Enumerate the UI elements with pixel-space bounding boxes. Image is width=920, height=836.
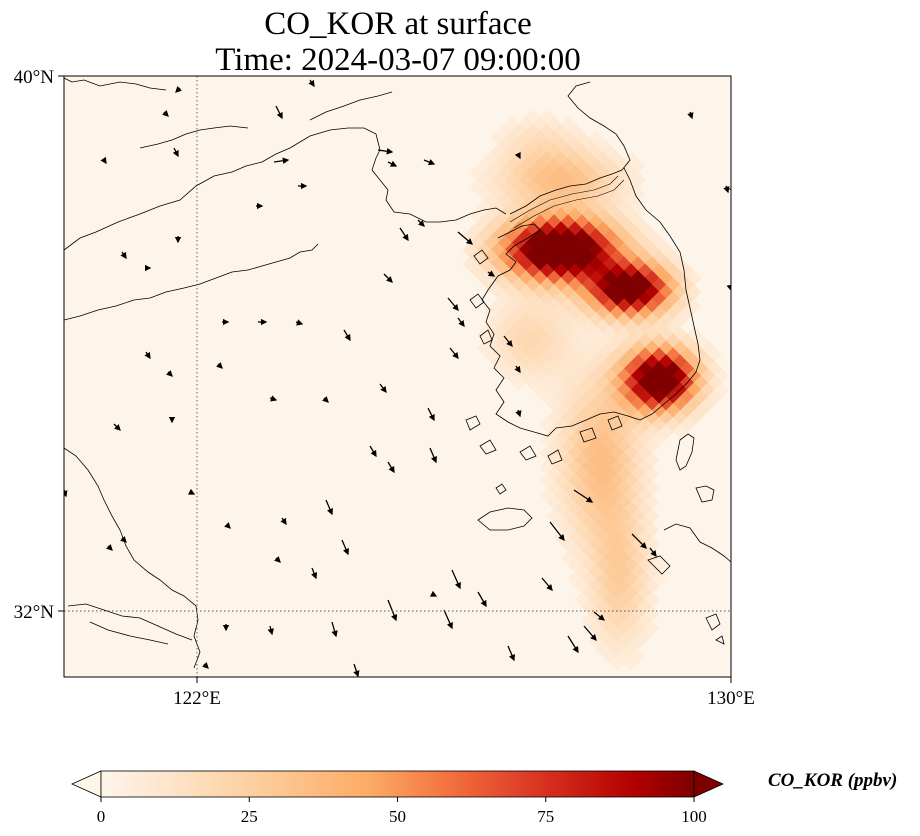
wind-arrow xyxy=(100,156,107,165)
wind-vectors xyxy=(64,79,731,677)
wind-arrow xyxy=(417,219,425,227)
wind-arrow xyxy=(120,536,127,543)
wind-arrow xyxy=(477,591,487,608)
wind-arrow xyxy=(687,111,694,120)
wind-arrow xyxy=(273,157,290,164)
wind-arrow xyxy=(120,251,127,260)
colorbar-extend-high xyxy=(693,770,724,798)
colorbar-tick-label: 50 xyxy=(389,807,406,826)
wind-arrow xyxy=(449,347,459,360)
wind-arrow xyxy=(353,663,360,677)
wind-arrow xyxy=(447,297,459,311)
plume-cell xyxy=(623,655,639,671)
wind-arrow xyxy=(311,567,318,580)
wind-arrow xyxy=(308,79,315,88)
plume-cell xyxy=(539,109,555,125)
wind-arrow xyxy=(162,110,169,117)
wind-arrow xyxy=(322,396,329,403)
wind-arrow xyxy=(295,319,304,326)
wind-arrow xyxy=(427,407,435,422)
wind-arrow xyxy=(202,662,209,669)
colorbar-title: CO_KOR (ppbv) xyxy=(768,770,898,791)
wind-arrow xyxy=(113,423,121,431)
wind-arrow xyxy=(429,590,438,597)
colorbar: 0 25 50 75 100 xyxy=(71,770,724,826)
wind-arrow xyxy=(583,625,597,641)
wind-arrow xyxy=(515,409,522,418)
wind-arrow xyxy=(387,160,398,167)
map-title: CO_KOR at surface xyxy=(264,6,532,42)
wind-arrow xyxy=(343,329,351,342)
wind-arrow xyxy=(269,395,278,402)
wind-arrow xyxy=(383,273,393,283)
wind-arrow xyxy=(331,621,338,638)
wind-arrow xyxy=(379,383,387,394)
colorbar-gradient xyxy=(100,770,695,798)
wind-arrow xyxy=(573,489,594,503)
wind-arrow xyxy=(503,335,513,348)
wind-arrow xyxy=(274,556,281,563)
wind-arrow xyxy=(106,544,113,551)
wind-arrow xyxy=(280,517,287,526)
wind-arrow xyxy=(175,86,182,93)
plume-cell xyxy=(511,375,527,391)
plume-cell xyxy=(609,655,625,671)
wind-arrow xyxy=(423,159,436,166)
co-plume xyxy=(462,109,730,671)
wind-arrow xyxy=(275,105,283,120)
wind-arrow xyxy=(631,533,647,549)
lon-label-130: 130°E xyxy=(707,688,755,709)
wind-arrow xyxy=(514,151,521,160)
wind-arrow xyxy=(341,539,349,556)
colorbar-tick-label: 0 xyxy=(97,807,106,826)
wind-arrow xyxy=(399,227,409,242)
map-time-label: Time: 2024-03-07 09:00:00 xyxy=(215,42,581,78)
wind-arrow xyxy=(451,569,461,590)
wind-arrow xyxy=(593,611,606,621)
wind-arrow xyxy=(457,317,465,328)
colorbar-extend-low xyxy=(71,770,102,798)
wind-arrow xyxy=(166,370,173,377)
wind-arrow xyxy=(172,147,179,158)
wind-arrow xyxy=(187,488,196,495)
wind-arrow xyxy=(369,445,377,458)
wind-arrow xyxy=(144,351,151,360)
wind-arrow xyxy=(549,521,565,542)
wind-arrow xyxy=(567,635,579,654)
wind-arrow xyxy=(387,599,398,622)
lat-label-40: 40°N xyxy=(14,67,55,88)
wind-arrow xyxy=(514,365,521,374)
wind-arrow xyxy=(443,609,453,630)
lon-label-122: 122°E xyxy=(173,688,221,709)
wind-arrow xyxy=(377,148,394,155)
wind-arrow xyxy=(224,522,231,529)
wind-arrow xyxy=(216,362,223,369)
wind-arrow xyxy=(723,185,730,194)
wind-arrow xyxy=(541,577,553,591)
map-frame xyxy=(63,75,732,678)
wind-arrow xyxy=(507,645,515,662)
wind-arrow xyxy=(325,499,333,516)
wind-arrow xyxy=(267,625,274,636)
wind-arrow xyxy=(429,447,437,464)
colorbar-tick-label: 75 xyxy=(537,807,554,826)
plume-cell xyxy=(672,424,688,440)
plume-cell xyxy=(525,109,541,125)
wind-arrow xyxy=(487,270,496,277)
wind-arrow xyxy=(457,231,473,245)
colorbar-tick-label: 25 xyxy=(241,807,258,826)
colorbar-tick-label: 100 xyxy=(681,807,707,826)
wind-arrow xyxy=(387,461,395,474)
lat-label-32: 32°N xyxy=(14,602,55,623)
wind-arrow xyxy=(649,547,657,558)
